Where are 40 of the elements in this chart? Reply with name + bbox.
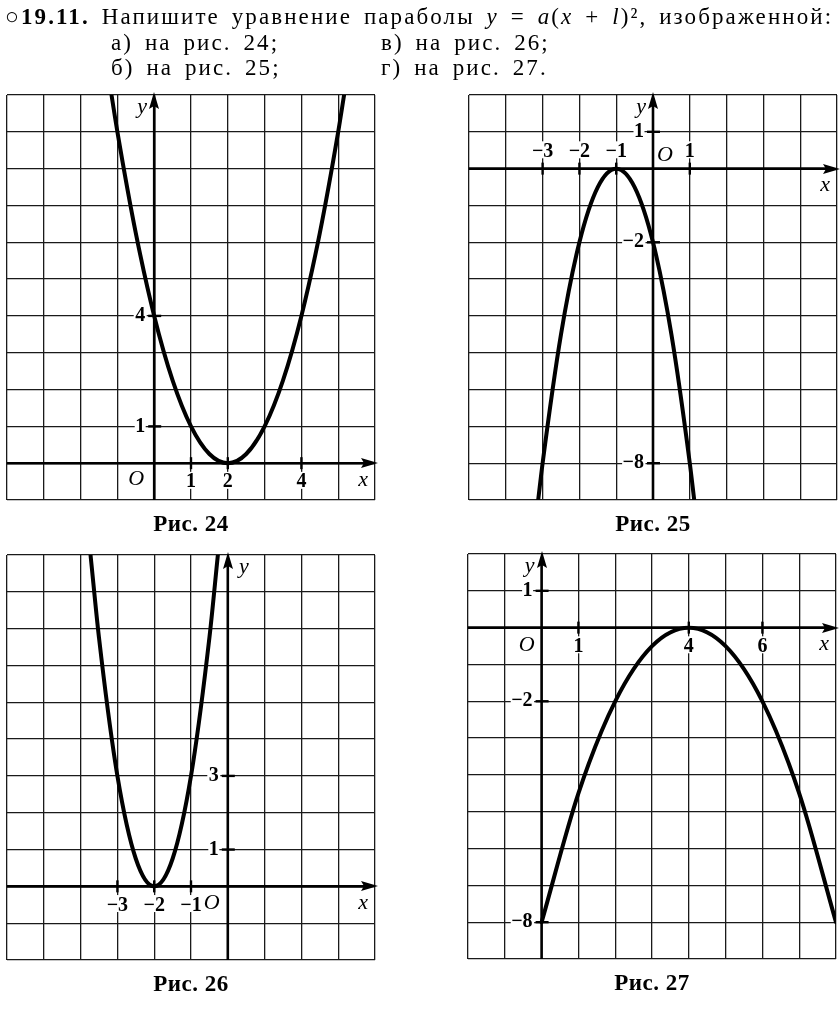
x-tick-label: −3 [531, 138, 554, 161]
y-axis-title: y [135, 92, 148, 118]
x-tick-label: 6 [757, 633, 768, 656]
y-tick-label: −8 [622, 450, 644, 473]
y-tick-label: 1 [522, 577, 533, 600]
x-tick-label: 1 [186, 469, 196, 492]
annotation: O [657, 141, 674, 167]
x-tick-label: 4 [296, 469, 307, 492]
x-tick-label: −2 [568, 138, 591, 161]
annotation: O [128, 464, 145, 490]
text: Рис. 24 [152, 511, 230, 537]
y-axis-title: y [236, 552, 249, 578]
y-axis-title: y [634, 92, 647, 118]
text: Рис. 26 [152, 971, 230, 997]
x-axis-title: x [357, 889, 369, 915]
x-tick-label: 1 [684, 138, 695, 161]
x-tick-label: 2 [222, 469, 233, 492]
y-axis-title: y [522, 551, 535, 577]
text: в) на рис. 26; [381, 30, 551, 55]
x-tick-label: 4 [683, 633, 694, 656]
annotation: O [203, 889, 220, 915]
y-tick-label: −2 [511, 688, 533, 711]
y-tick-label: −8 [511, 909, 533, 932]
annotation: O [518, 631, 535, 657]
y-tick-label: −2 [622, 229, 644, 252]
x-tick-label: 1 [573, 633, 584, 656]
x-axis-title: x [819, 171, 831, 197]
x-axis-title: x [818, 630, 830, 656]
text: б) на рис. 25; [111, 55, 282, 80]
y-tick-label: 3 [208, 763, 219, 786]
x-tick-label: −1 [605, 138, 627, 161]
chart-title: ○19.11. Напишите уравнение параболы y = a(x + l)², изображенной: [5, 4, 834, 29]
text: Рис. 27 [613, 970, 691, 996]
x-axis-title: x [357, 465, 369, 491]
text: а) на рис. 24; [111, 30, 281, 55]
text: Рис. 25 [614, 511, 692, 537]
x-tick-label: −3 [106, 892, 129, 915]
text: г) на рис. 27. [381, 55, 549, 80]
x-tick-label: −1 [180, 892, 202, 915]
y-tick-label: 1 [634, 118, 644, 141]
